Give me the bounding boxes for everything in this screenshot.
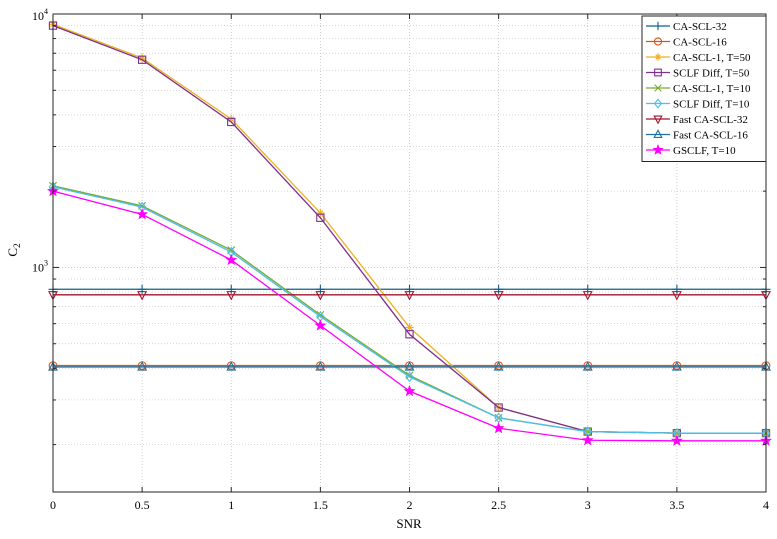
legend-entry: CA-SCL-1, T=50 (646, 52, 751, 64)
x-tick-label: 3.5 (669, 498, 684, 512)
data-point (137, 291, 148, 301)
x-tick-label: 0 (50, 498, 56, 512)
series-6 (48, 291, 771, 301)
x-axis-label: SNR (396, 516, 422, 531)
y-tick-label: 104 (32, 7, 48, 23)
data-point (494, 284, 504, 294)
data-point (226, 114, 236, 124)
data-point (315, 284, 325, 294)
data-point (136, 208, 149, 220)
x-tick-label: 3 (585, 498, 591, 512)
legend-swatch-marker (652, 144, 664, 155)
data-point (137, 361, 148, 371)
data-point (493, 361, 504, 371)
legend-label: CA-SCL-16 (673, 37, 727, 49)
x-tick-label: 1 (228, 498, 234, 512)
data-point (404, 291, 415, 301)
legend-label: CA-SCL-32 (673, 21, 727, 33)
legend-label: SCLF Diff, T=50 (673, 68, 750, 80)
legend-swatch-marker (654, 53, 662, 61)
data-point (492, 421, 505, 434)
data-point (137, 284, 147, 294)
legend-entry: CA-SCL-32 (646, 21, 727, 33)
legend-entry: CA-SCL-16 (646, 37, 727, 49)
legend-swatch-marker (653, 115, 663, 125)
data-point (137, 53, 147, 63)
data-point (671, 361, 682, 371)
legend-entry: CA-SCL-1, T=10 (646, 83, 751, 95)
legend-label: Fast CA-SCL-16 (673, 130, 748, 142)
legend-label: SCLF Diff, T=10 (673, 99, 750, 111)
data-point (404, 361, 415, 371)
data-point (226, 291, 237, 301)
data-point (405, 371, 414, 383)
data-point (316, 213, 325, 222)
legend-swatch-marker (653, 98, 663, 109)
legend-swatch-marker (653, 37, 663, 46)
data-point (583, 284, 593, 294)
series-line (52, 186, 766, 434)
data-point (405, 284, 414, 294)
legend-swatch-marker (654, 68, 662, 77)
legend-label: GSCLF, T=10 (673, 145, 736, 157)
y-tick-label-exponent: 4 (44, 7, 48, 16)
data-point (314, 319, 327, 331)
series-7 (48, 361, 771, 371)
x-tick-label: 2 (407, 498, 413, 512)
legend-entry: SCLF Diff, T=10 (646, 98, 750, 111)
series-layer (47, 20, 772, 446)
y-tick-label: 103 (32, 258, 48, 274)
data-point (227, 246, 236, 255)
series-8 (47, 184, 772, 446)
y-tick-label-base: 10 (32, 9, 44, 23)
legend-label: CA-SCL-1, T=50 (673, 52, 751, 64)
data-point (494, 403, 503, 412)
data-point (405, 323, 414, 332)
legend-label: Fast CA-SCL-32 (673, 114, 748, 126)
data-point (581, 434, 594, 446)
data-point (670, 434, 683, 446)
data-point (672, 284, 682, 294)
data-point (671, 291, 682, 301)
legend-swatch-marker (654, 84, 662, 92)
x-tick-label: 2.5 (491, 498, 506, 512)
legend: CA-SCL-32 CA-SCL-16 CA-SCL-1, T=50 SCLF Dif… (641, 15, 767, 162)
data-point (315, 361, 326, 371)
legend-entry: SCLF Diff, T=50 (646, 68, 750, 80)
series-5 (48, 181, 771, 439)
legend-box (641, 15, 767, 162)
data-point (316, 208, 325, 218)
legend-label: CA-SCL-1, T=10 (673, 83, 751, 95)
legend-entry: GSCLF, T=10 (646, 144, 736, 157)
data-point (225, 253, 238, 266)
y-tick-label-exponent: 3 (44, 258, 48, 267)
x-tick-labels: 0 0.5 1 1.5 2 2.5 3 3.5 4 (50, 498, 769, 512)
data-point (582, 291, 593, 301)
data-point (493, 291, 504, 301)
legend-swatch-marker (653, 21, 663, 31)
data-point (227, 117, 236, 127)
y-tick-label-base: 10 (32, 260, 44, 274)
y-axis-label: C2 (5, 243, 22, 256)
data-point (137, 55, 147, 64)
data-point (315, 291, 326, 301)
data-point (403, 384, 416, 397)
data-point (582, 361, 593, 371)
y-axis-label-subscript: 2 (12, 243, 22, 248)
legend-entry: Fast CA-SCL-16 (646, 129, 748, 142)
y-axis-label-main: C (5, 248, 20, 257)
legend-entry: Fast CA-SCL-32 (646, 114, 748, 126)
data-point (405, 330, 414, 339)
x-tick-label: 1.5 (313, 498, 328, 512)
data-point (226, 284, 236, 294)
legend-swatch-marker (653, 129, 663, 138)
data-point (226, 361, 237, 371)
x-tick-label: 4 (763, 498, 769, 512)
x-tick-label: 0.5 (135, 498, 150, 512)
